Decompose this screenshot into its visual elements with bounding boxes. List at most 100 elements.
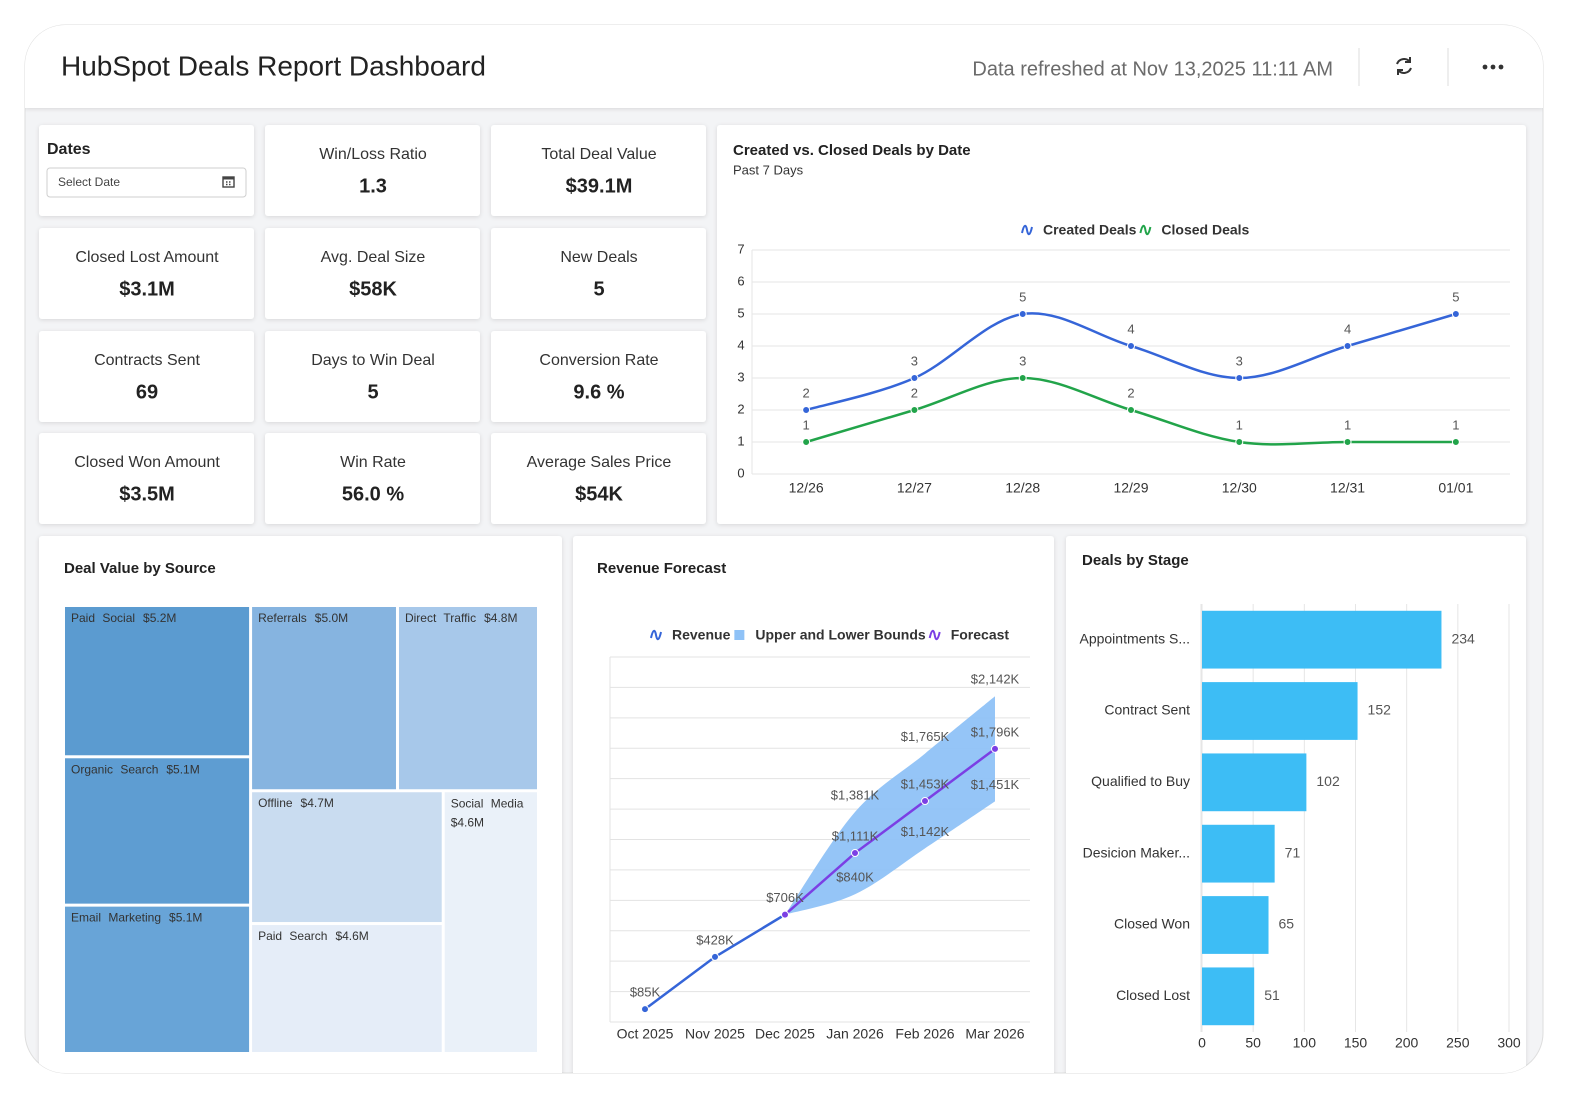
kpi-label: Win Rate xyxy=(340,454,406,471)
x-tick-label: 12/31 xyxy=(1330,480,1365,496)
kpi-card xyxy=(265,331,480,422)
legend-icon xyxy=(1139,224,1152,236)
tile-category: Email Marketing xyxy=(71,911,161,925)
y-tick-label: Desicion Maker... xyxy=(1083,844,1190,860)
dot xyxy=(1482,64,1488,70)
data-label: 3 xyxy=(911,353,918,368)
tile-label: Organic Search $5.1M xyxy=(71,762,200,776)
y-tick-label: 2 xyxy=(737,401,744,416)
data-label: 71 xyxy=(1285,844,1301,860)
data-point xyxy=(851,849,859,858)
kpi-label: Avg. Deal Size xyxy=(321,249,426,266)
x-tick-label: 50 xyxy=(1245,1035,1261,1051)
data-label: 1 xyxy=(1344,417,1351,432)
refresh-arrow xyxy=(1405,57,1411,63)
kpi-card xyxy=(265,125,480,216)
kpi-label: Days to Win Deal xyxy=(311,352,435,369)
legend-icon xyxy=(650,629,662,641)
data-label: $428K xyxy=(696,932,734,947)
data-label: 4 xyxy=(1344,321,1351,336)
y-tick-label: Closed Lost xyxy=(1116,987,1190,1003)
tile-value-label: $4.7M xyxy=(301,796,334,810)
x-tick-label: 100 xyxy=(1293,1035,1317,1051)
legend-label: Created Deals xyxy=(1043,222,1137,238)
x-tick-label: 12/28 xyxy=(1005,480,1040,496)
kpi-value: $39.1M xyxy=(566,175,633,197)
data-point xyxy=(1018,310,1027,318)
data-point xyxy=(1235,374,1244,382)
kpi-label: Closed Lost Amount xyxy=(75,249,219,266)
tile-label: Paid Search $4.6M xyxy=(258,929,369,943)
calendar-days xyxy=(226,181,231,186)
kpi-label: Closed Won Amount xyxy=(74,454,220,471)
legend-label: Upper and Lower Bounds xyxy=(755,627,926,643)
tile-label: Email Marketing $5.1M xyxy=(71,911,202,925)
tile-category: Direct Traffic xyxy=(405,611,476,625)
bar xyxy=(1202,682,1358,740)
y-tick-label: 4 xyxy=(737,337,744,352)
kpi-card xyxy=(39,228,254,319)
data-label: 2 xyxy=(1127,385,1134,400)
kpi-label: Total Deal Value xyxy=(541,146,656,163)
data-label: $1,142K xyxy=(901,824,950,839)
kpi-value: $54K xyxy=(575,483,623,505)
legend-label: Closed Deals xyxy=(1161,222,1249,238)
bar xyxy=(1202,967,1255,1026)
data-label: $1,451K xyxy=(971,777,1020,792)
data-label: $1,111K xyxy=(832,828,879,843)
series-line xyxy=(784,747,996,916)
y-tick-label: Closed Won xyxy=(1114,916,1190,932)
header-bar xyxy=(25,25,1543,108)
data-point xyxy=(641,1005,649,1014)
data-label: 1 xyxy=(803,417,810,432)
bar xyxy=(1202,824,1275,883)
more-button[interactable] xyxy=(1482,64,1504,70)
data-label: 152 xyxy=(1368,702,1392,718)
data-point xyxy=(1451,310,1460,318)
kpi-label: Average Sales Price xyxy=(527,454,672,471)
tile-category: Paid Social xyxy=(71,611,135,625)
refresh-button[interactable] xyxy=(1396,57,1412,75)
y-tick-label: 0 xyxy=(737,465,744,480)
kpi-card xyxy=(265,433,480,524)
kpi-label: New Deals xyxy=(560,249,637,266)
kpi-value: 5 xyxy=(367,381,378,403)
data-point xyxy=(910,406,919,414)
dot xyxy=(1498,64,1504,70)
tile-value-label: $4.6M xyxy=(335,929,368,943)
x-tick-label: 300 xyxy=(1497,1035,1521,1051)
tile-value-label: $4.8M xyxy=(484,611,517,625)
tile-category: Referrals xyxy=(258,611,307,625)
data-point xyxy=(921,797,929,806)
chart-subtitle: Past 7 Days xyxy=(733,162,804,177)
kpi-value: 69 xyxy=(136,381,158,403)
tile-value-label: $5.1M xyxy=(166,762,199,776)
chart-title: Deal Value by Source xyxy=(64,560,216,577)
kpi-card xyxy=(39,433,254,524)
y-tick-label: 5 xyxy=(737,305,744,320)
data-point xyxy=(1127,406,1135,414)
x-tick-label: 01/01 xyxy=(1438,480,1473,496)
tile-label: Offline $4.7M xyxy=(258,796,334,810)
dashboard-title: HubSpot Deals Report Dashboard xyxy=(61,50,486,81)
data-label: 2 xyxy=(803,385,810,400)
treemap-tile xyxy=(252,925,442,1052)
data-label: $840K xyxy=(836,870,874,885)
y-tick-label: Appointments S... xyxy=(1079,630,1190,646)
chart-title: Created vs. Closed Deals by Date xyxy=(733,142,971,159)
bounds-area xyxy=(785,696,995,915)
calendar-top xyxy=(223,177,234,180)
chart-title: Revenue Forecast xyxy=(597,560,726,577)
forecast-card xyxy=(573,536,1054,1073)
data-point xyxy=(711,952,719,961)
data-label: $1,381K xyxy=(831,787,880,802)
date-input[interactable] xyxy=(46,167,247,198)
y-tick-label: Contract Sent xyxy=(1104,702,1190,718)
data-label: $1,453K xyxy=(901,776,950,791)
data-label: 65 xyxy=(1279,916,1295,932)
kpi-value: 1.3 xyxy=(359,175,387,197)
tile-category: Offline xyxy=(258,796,293,810)
data-label: 1 xyxy=(1452,417,1459,432)
data-label: 3 xyxy=(1236,353,1243,368)
